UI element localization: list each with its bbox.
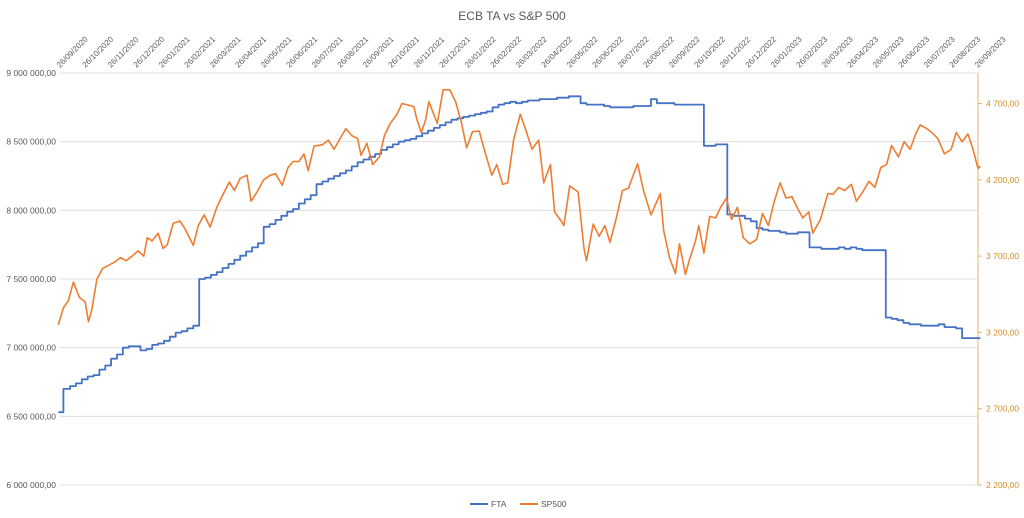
right-tick-label: 2 200,00 (986, 480, 1019, 490)
left-tick-label: 8 000 000,00 (6, 205, 56, 215)
left-tick-label: 6 500 000,00 (6, 411, 56, 421)
chart-title: ECB TA vs S&P 500 (458, 9, 566, 23)
left-tick-label: 6 000 000,00 (6, 480, 56, 490)
left-tick-label: 7 000 000,00 (6, 343, 56, 353)
left-tick-label: 8 500 000,00 (6, 137, 56, 147)
series-lines (57, 89, 982, 414)
right-tick-label: 3 200,00 (986, 327, 1019, 337)
right-tick-label: 4 700,00 (986, 99, 1019, 109)
legend-label-fta: FTA (491, 499, 507, 509)
legend-label-sp500: SP500 (541, 499, 567, 509)
left-tick-label: 7 500 000,00 (6, 274, 56, 284)
left-tick-label: 9 000 000,00 (6, 68, 56, 78)
series-line-fta (58, 95, 981, 414)
right-tick-label: 4 200,00 (986, 175, 1019, 185)
right-tick-label: 3 700,00 (986, 251, 1019, 261)
legend: FTA SP500 (470, 499, 567, 509)
series-line-sp500 (57, 89, 982, 326)
gridlines (60, 72, 978, 486)
right-tick-label: 2 700,00 (986, 404, 1019, 414)
